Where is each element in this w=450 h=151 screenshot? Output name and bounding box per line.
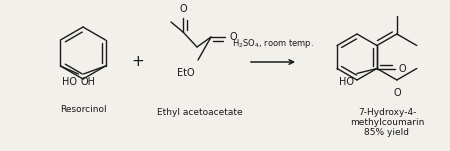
- Text: O: O: [393, 88, 401, 98]
- Text: OH: OH: [81, 77, 95, 87]
- Text: EtO: EtO: [177, 68, 195, 78]
- Text: 85% yield: 85% yield: [364, 128, 410, 137]
- Text: HO: HO: [339, 77, 354, 87]
- Text: H$_2$SO$_4$, room temp.: H$_2$SO$_4$, room temp.: [232, 37, 314, 50]
- Text: O: O: [179, 4, 187, 14]
- Text: +: +: [131, 55, 144, 69]
- Text: methylcoumarin: methylcoumarin: [350, 118, 424, 127]
- Text: O: O: [230, 32, 238, 42]
- Text: HO: HO: [62, 77, 76, 87]
- Text: 7-Hydroxy-4-: 7-Hydroxy-4-: [358, 108, 416, 117]
- Text: O: O: [399, 64, 406, 74]
- Text: Resorcinol: Resorcinol: [60, 105, 106, 114]
- Text: Ethyl acetoacetate: Ethyl acetoacetate: [157, 108, 243, 117]
